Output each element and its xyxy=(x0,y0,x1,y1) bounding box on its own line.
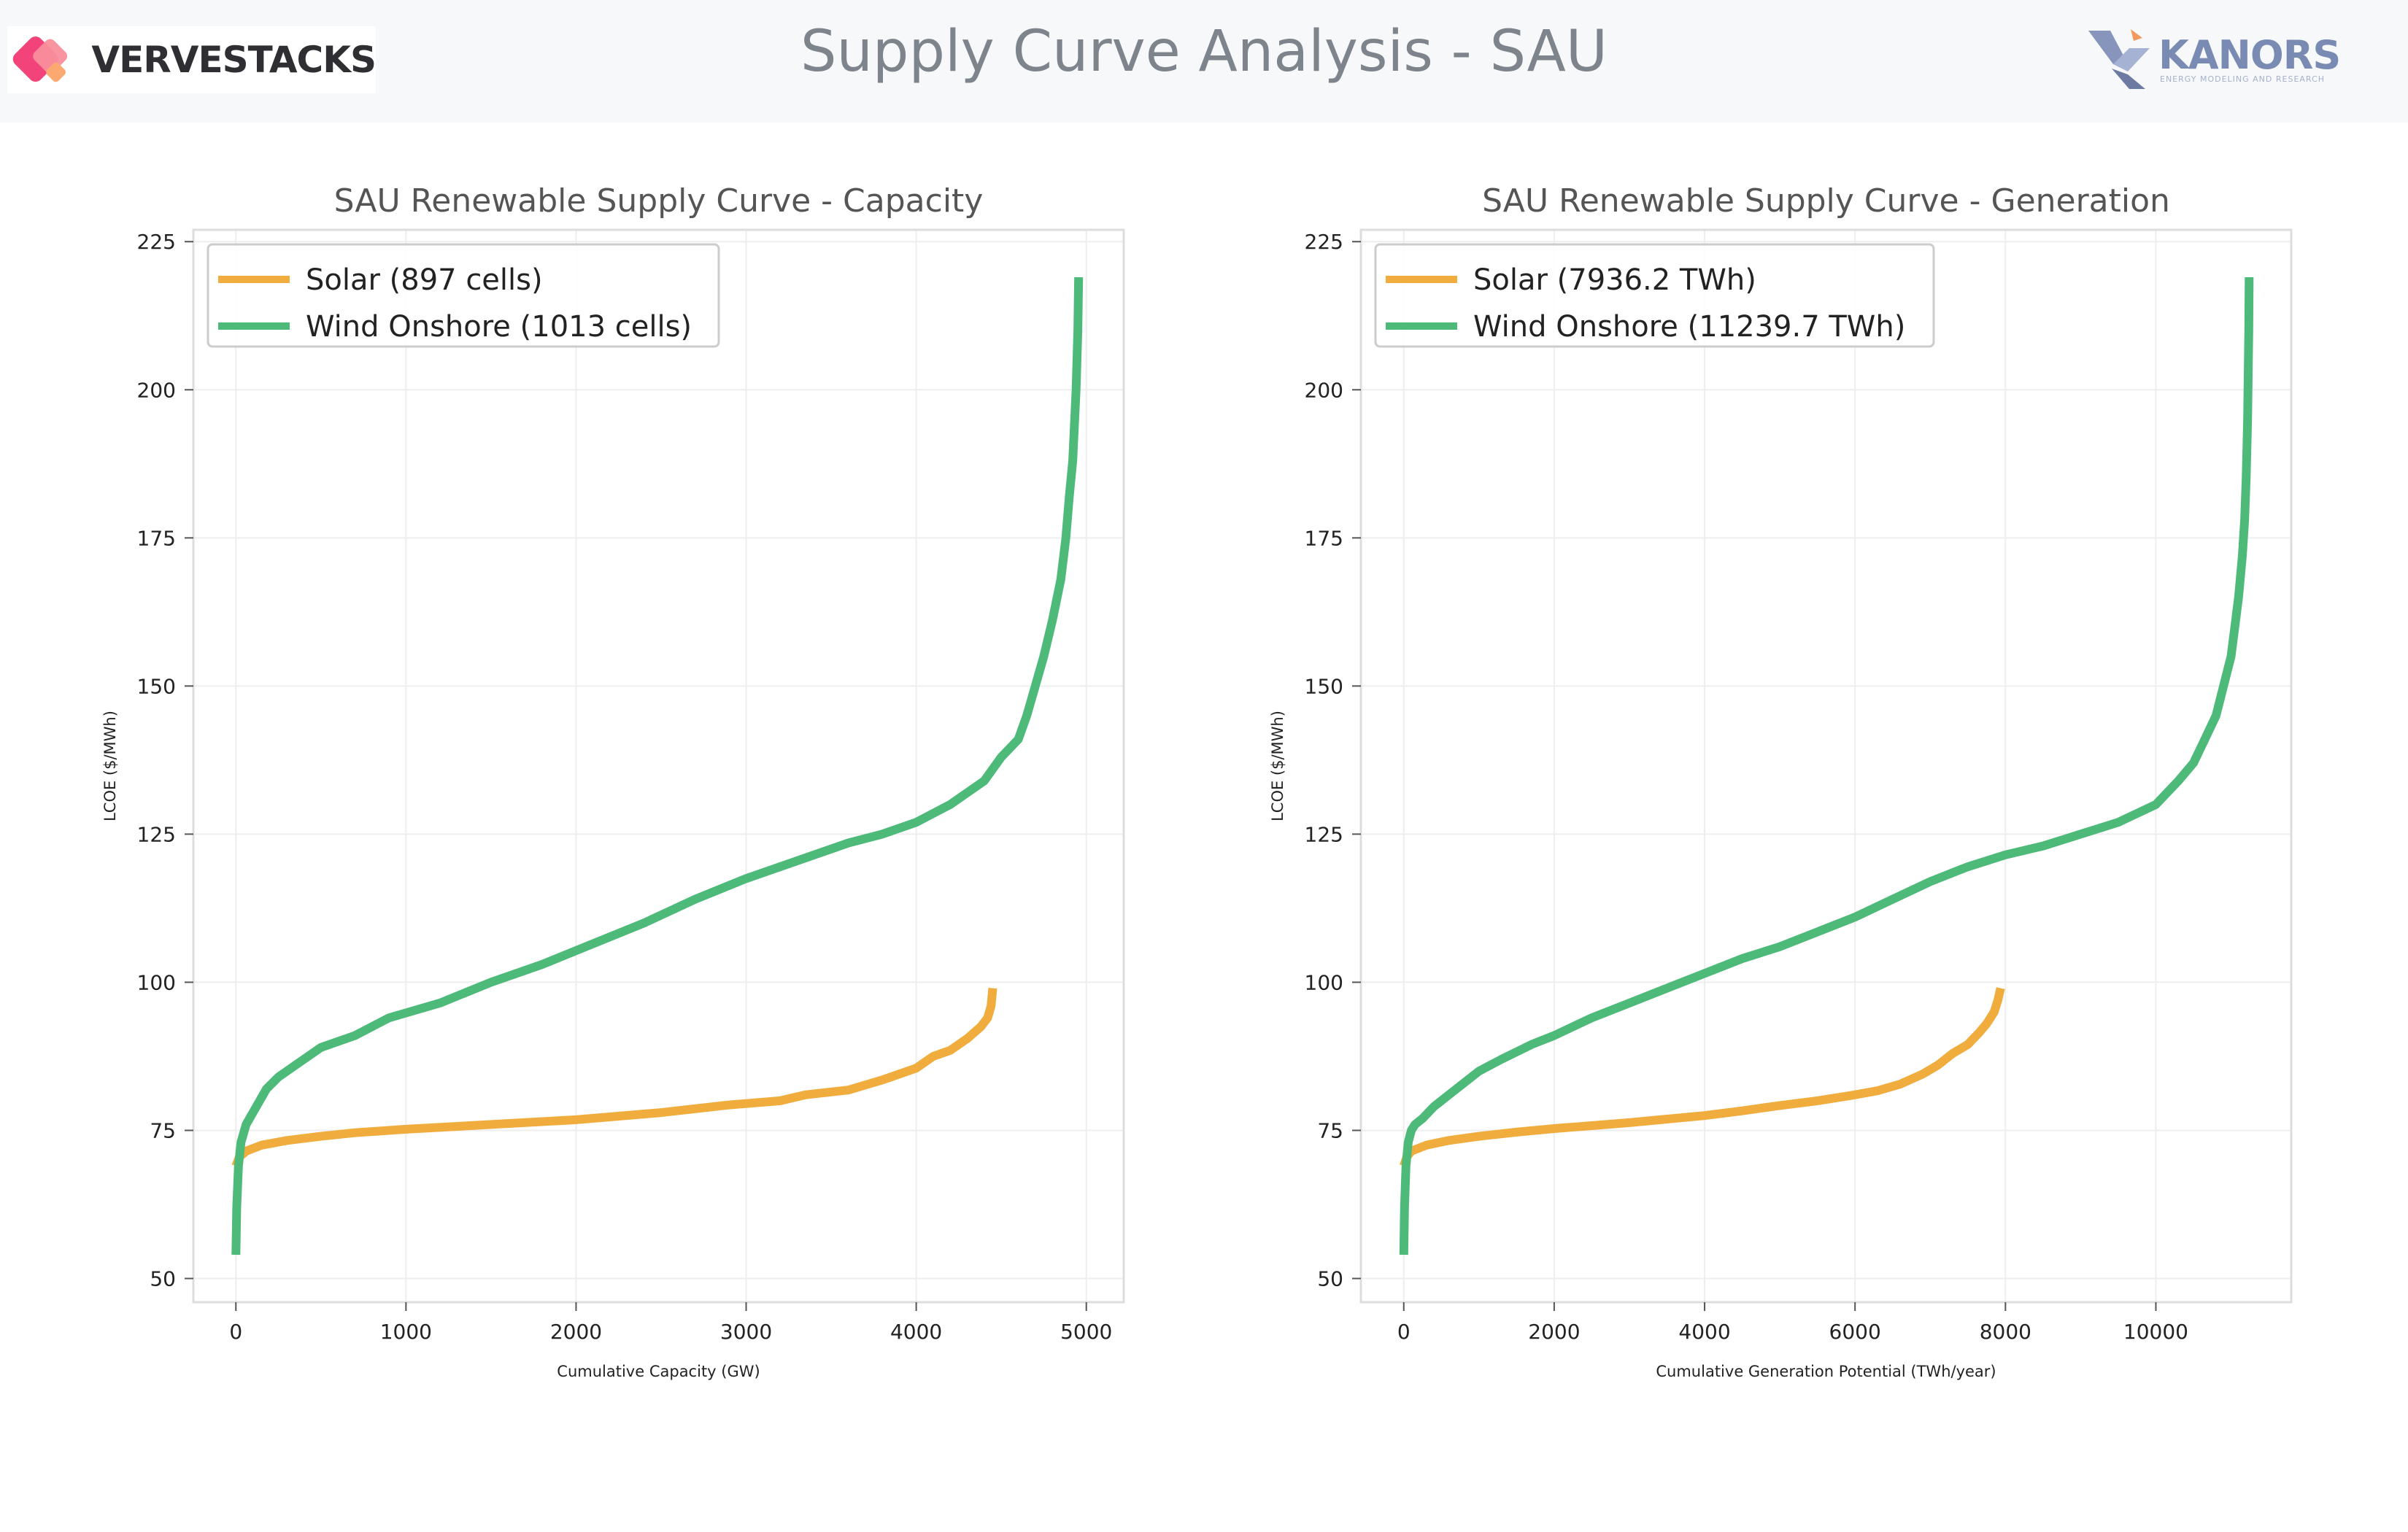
x-tick-label: 4000 xyxy=(890,1320,942,1344)
y-tick-label: 175 xyxy=(1305,526,1343,550)
plot-frame xyxy=(1359,228,2293,1304)
y-tick-label: 75 xyxy=(150,1118,176,1142)
kanors-wordmark: KANORS xyxy=(2158,32,2341,78)
header-bar: VERVESTACKS Supply Curve Analysis - SAU … xyxy=(0,0,2408,123)
x-tick-label: 8000 xyxy=(1980,1320,2031,1344)
x-tick-label: 2000 xyxy=(550,1320,602,1344)
x-tick-label: 3000 xyxy=(720,1320,772,1344)
y-tick-label: 150 xyxy=(1305,674,1343,698)
series-line-solar xyxy=(231,988,997,1168)
kanors-tagline: ENERGY MODELING AND RESEARCH xyxy=(2160,74,2325,84)
legend-label-solar: Solar (7936.2 TWh) xyxy=(1473,263,1756,297)
generation-supply-curve-chart: SAU Renewable Supply Curve - Generation 0… xyxy=(1269,182,2293,1380)
y-tick-label: 150 xyxy=(137,674,176,698)
y-tick-label: 200 xyxy=(137,378,176,402)
plot-frame xyxy=(192,228,1125,1304)
capacity-supply-curve-chart: SAU Renewable Supply Curve - Capacity 0 10… xyxy=(101,182,1125,1380)
vervestacks-logo: VERVESTACKS xyxy=(7,26,377,93)
kanors-logo: KANORS ENERGY MODELING AND RESEARCH xyxy=(2085,26,2348,96)
y-tick-label: 75 xyxy=(1317,1118,1343,1142)
y-tick-label: 50 xyxy=(1317,1267,1343,1291)
legend: Solar (897 cells) Wind Onshore (1013 cell… xyxy=(207,243,720,348)
legend-label-wind-onshore: Wind Onshore (1013 cells) xyxy=(306,310,692,344)
vervestacks-logo-icon xyxy=(12,36,68,82)
page-title: Supply Curve Analysis - SAU xyxy=(800,19,1608,85)
x-tick-label: 2000 xyxy=(1528,1320,1580,1344)
kanors-logo-icon xyxy=(2088,29,2150,89)
y-tick-label: 50 xyxy=(150,1267,176,1291)
x-tick-label: 5000 xyxy=(1060,1320,1112,1344)
x-tick-label: 1000 xyxy=(380,1320,432,1344)
y-tick-label: 100 xyxy=(137,970,176,994)
x-axis-label: Cumulative Generation Potential (TWh/yea… xyxy=(1656,1363,1996,1380)
x-tick-label: 0 xyxy=(1397,1320,1411,1344)
series-line-wind-onshore xyxy=(1399,276,2254,1256)
y-tick-label: 100 xyxy=(1305,970,1343,994)
series-line-wind-onshore xyxy=(231,276,1084,1256)
x-tick-label: 4000 xyxy=(1678,1320,1730,1344)
series-line-solar xyxy=(1400,987,2005,1168)
x-axis-label: Cumulative Capacity (GW) xyxy=(557,1363,760,1380)
y-tick-label: 225 xyxy=(1305,230,1343,254)
chart-title: SAU Renewable Supply Curve - Generation xyxy=(1482,182,2170,220)
y-axis-label: LCOE ($/MWh) xyxy=(101,711,119,821)
legend: Solar (7936.2 TWh) Wind Onshore (11239.7 … xyxy=(1374,243,1935,348)
y-tick-label: 225 xyxy=(137,230,176,254)
x-tick-label: 0 xyxy=(229,1320,242,1344)
legend-box xyxy=(207,243,720,348)
vervestacks-wordmark: VERVESTACKS xyxy=(91,39,377,81)
y-tick-label: 200 xyxy=(1305,378,1343,402)
x-tick-label: 10000 xyxy=(2123,1320,2188,1344)
y-axis-label: LCOE ($/MWh) xyxy=(1269,711,1286,821)
chart-title: SAU Renewable Supply Curve - Capacity xyxy=(334,182,984,220)
legend-box xyxy=(1374,243,1935,348)
x-tick-label: 6000 xyxy=(1829,1320,1881,1344)
legend-label-wind-onshore: Wind Onshore (11239.7 TWh) xyxy=(1473,310,1905,344)
y-tick-label: 175 xyxy=(137,526,176,550)
y-tick-label: 125 xyxy=(1305,822,1343,846)
y-tick-label: 125 xyxy=(137,822,176,846)
legend-label-solar: Solar (897 cells) xyxy=(306,263,543,297)
